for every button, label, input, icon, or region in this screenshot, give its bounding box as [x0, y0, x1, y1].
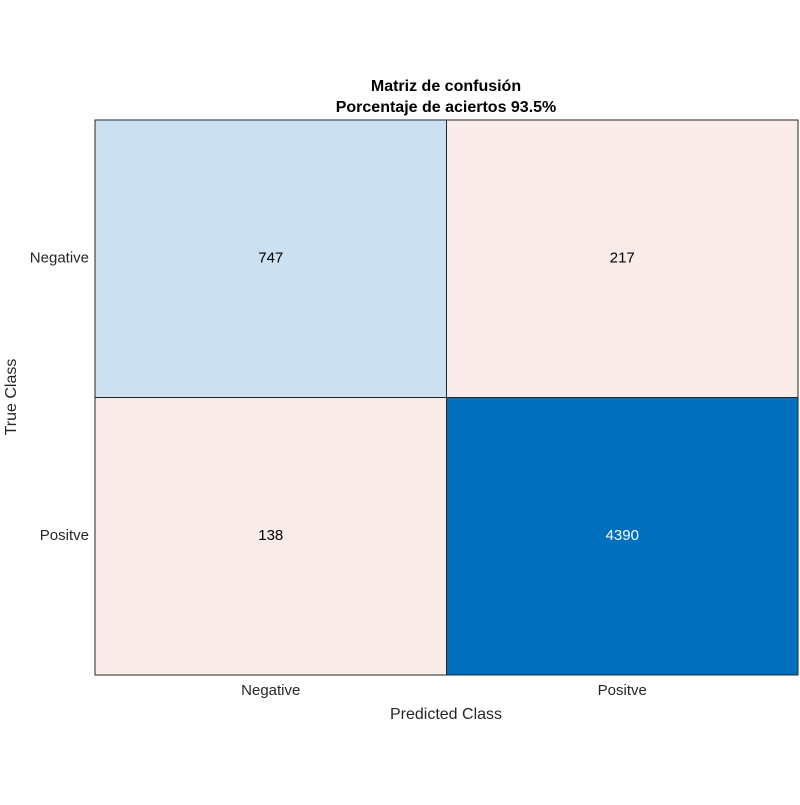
cell — [94, 119, 447, 398]
x-tick-label: Positve — [598, 682, 647, 699]
chart-subtitle: Porcentaje de aciertos 93.5% — [336, 99, 557, 116]
cell-label: 217 — [610, 250, 635, 267]
chart-title: Matriz de confusión — [371, 78, 521, 95]
x-tick-label: Negative — [241, 682, 300, 699]
cell-label: 138 — [258, 527, 283, 544]
cell — [446, 397, 799, 676]
y-tick-label: Positve — [40, 527, 89, 544]
cell-label: 4390 — [606, 527, 639, 544]
x-axis-label: Predicted Class — [390, 706, 502, 723]
cell — [446, 119, 799, 398]
y-axis-label: True Class — [3, 359, 20, 436]
cell-label: 747 — [258, 250, 283, 267]
y-tick-label: Negative — [30, 250, 89, 267]
cell — [94, 397, 447, 676]
